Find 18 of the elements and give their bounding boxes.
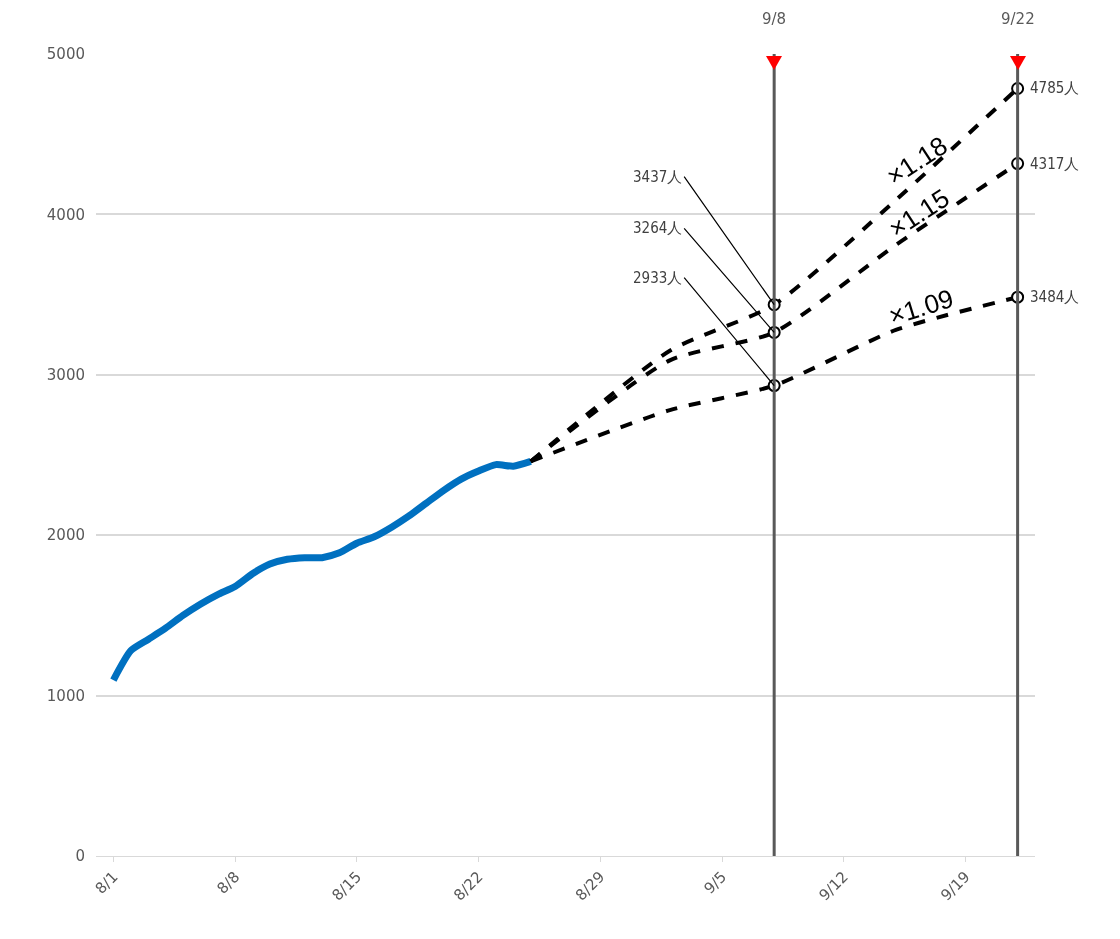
annotation: 3437人 — [633, 168, 683, 186]
annotation: 2933人 — [633, 269, 683, 287]
annotation: ×1.09 — [885, 283, 957, 332]
x-tick-label: 9/5 — [700, 867, 731, 898]
x-tick-label: 8/1 — [91, 867, 122, 898]
y-tick-label: 0 — [75, 847, 85, 866]
annotation: 3264人 — [633, 219, 683, 237]
ref-line-label: 9/22 — [1001, 10, 1035, 28]
y-tick-label: 5000 — [46, 45, 85, 64]
annotation: 4317人 — [1030, 155, 1080, 173]
y-tick-label: 1000 — [46, 686, 85, 705]
y-tick-label: 3000 — [46, 366, 85, 385]
ref-line-label: 9/8 — [762, 10, 787, 28]
annotation: 4785人 — [1030, 79, 1080, 97]
y-tick-label: 4000 — [46, 205, 85, 224]
annotation: 3484人 — [1030, 288, 1080, 306]
y-tick-label: 2000 — [46, 526, 85, 545]
x-tick-label: 8/8 — [213, 867, 244, 898]
